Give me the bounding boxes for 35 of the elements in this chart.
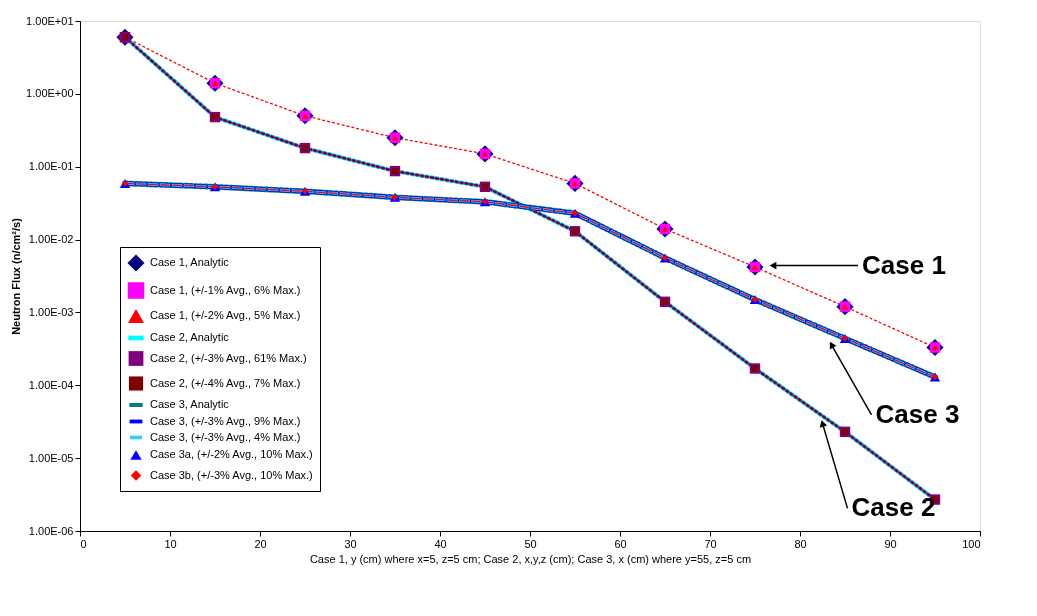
legend-label: Case 2, Analytic (150, 331, 230, 343)
annotation: Case 3 (875, 398, 960, 429)
y-tick-label: 1.00E-04 (28, 378, 74, 391)
annotation: Case 1 (862, 249, 946, 280)
x-axis-title: Case 1, y (cm) where x=5, z=5 cm; Case 2, x,y,z (cm); Case 3, x (cm) where y=55, z=5 cm (309, 552, 752, 565)
y-axis-title: Neutron Flux (n/cm²/s) (10, 217, 23, 335)
y-tick-label: 1.00E-03 (28, 305, 74, 318)
x-tick-label: 10 (164, 537, 177, 550)
legend-label: Case 3, Analytic (150, 398, 230, 410)
x-tick-label: 20 (254, 537, 267, 550)
x-tick-label: 60 (614, 537, 627, 550)
x-tick-label: 30 (344, 537, 357, 550)
y-tick-label: 1.00E-02 (28, 233, 74, 246)
legend-label: Case 2, (+/-4% Avg., 7% Max.) (150, 376, 301, 389)
legend-label: Case 1, Analytic (150, 256, 230, 268)
legend-label: Case 3, (+/-3% Avg., 9% Max.) (150, 414, 301, 427)
annotation: Case 2 (851, 492, 936, 523)
y-tick-label: 1.00E+00 (26, 87, 74, 100)
x-tick-label: 90 (884, 537, 897, 550)
y-tick-label: 1.00E-06 (28, 524, 74, 537)
y-tick-label: 1.00E+01 (26, 14, 74, 27)
y-tick-label: 1.00E-01 (28, 160, 74, 173)
x-tick-label: 50 (524, 537, 537, 550)
legend-label: Case 3, (+/-3% Avg., 4% Max.) (150, 430, 301, 443)
legend-label: Case 1, (+/-2% Avg., 5% Max.) (150, 309, 301, 321)
legend-label: Case 2, (+/-3% Avg., 61% Max.) (150, 351, 307, 364)
x-tick-label: 80 (794, 537, 807, 550)
x-tick-label: 40 (434, 537, 447, 550)
x-tick-label: 0 (80, 537, 87, 550)
legend-label: Case 3a, (+/-2% Avg., 10% Max.) (150, 448, 313, 460)
x-tick-label: 100 (962, 537, 981, 550)
legend-label: Case 3b, (+/-3% Avg., 10% Max.) (150, 468, 313, 481)
y-tick-label: 1.00E-05 (28, 451, 74, 464)
x-tick-label: 70 (704, 537, 717, 550)
legend-label: Case 1, (+/-1% Avg., 6% Max.) (150, 283, 301, 296)
